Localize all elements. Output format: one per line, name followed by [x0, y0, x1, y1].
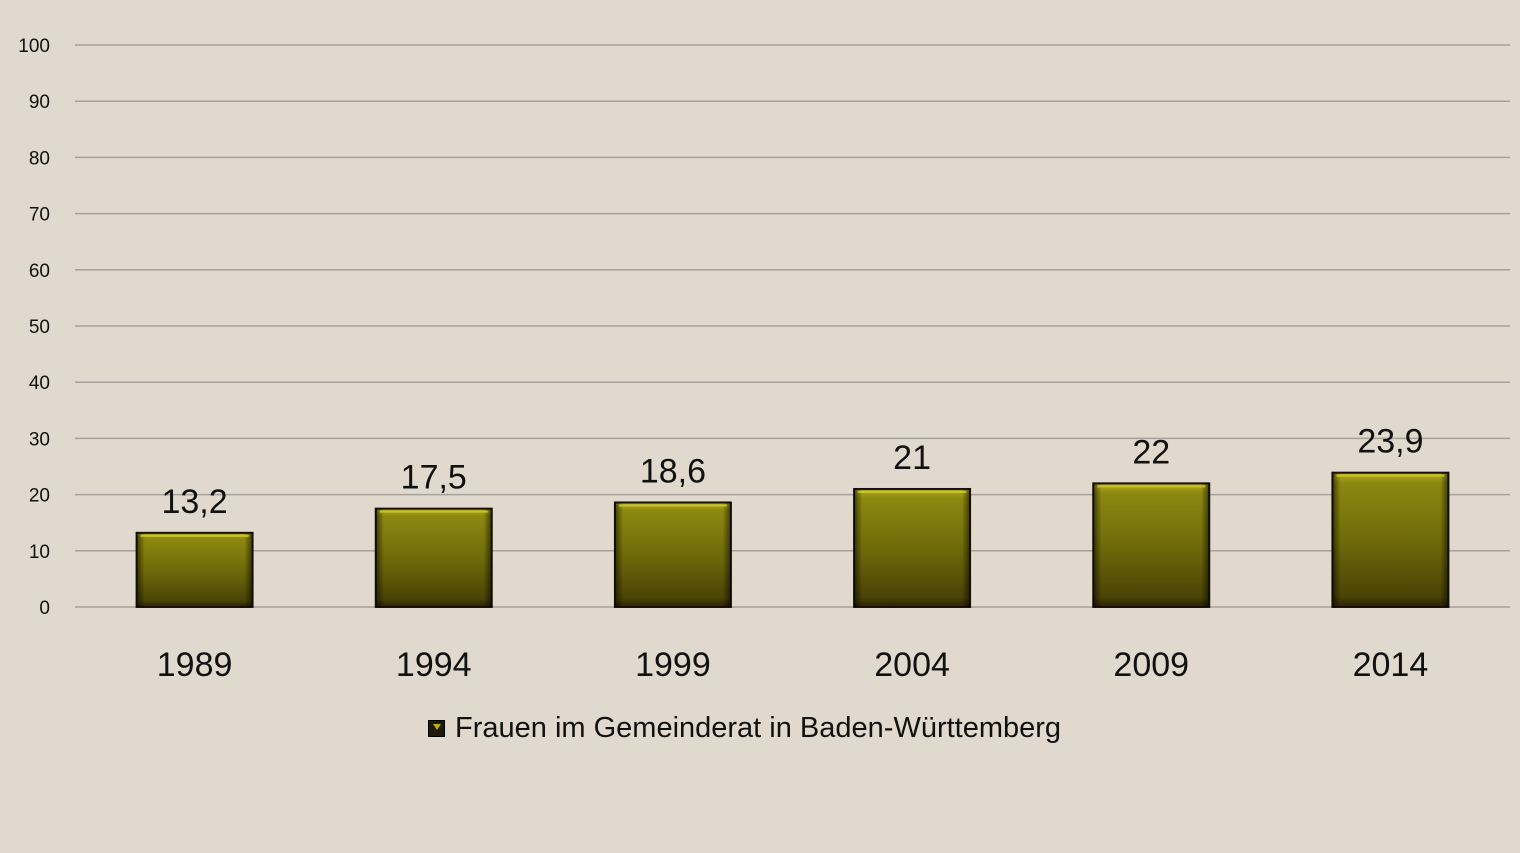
- data-label: 17,5: [401, 459, 467, 497]
- bar-bevel: [614, 502, 731, 607]
- bar: [135, 531, 254, 608]
- y-tick-label: 60: [29, 261, 50, 282]
- bar-bevel: [854, 488, 971, 607]
- x-axis-ticks: 1989 1994 1999 2004 2009 2014: [157, 646, 1428, 684]
- y-tick-label: 90: [29, 92, 50, 113]
- data-labels: 13,2 17,5 18,6 21 22 23,9: [161, 423, 1423, 521]
- data-label: 22: [1132, 433, 1170, 471]
- x-tick-label: 1999: [635, 646, 711, 684]
- y-tick-label: 20: [29, 486, 50, 507]
- bars: [135, 471, 1450, 609]
- legend-swatch: [428, 719, 445, 737]
- y-tick-label: 40: [29, 373, 50, 394]
- y-tick-label: 80: [29, 148, 50, 169]
- data-label: 13,2: [161, 483, 227, 521]
- bar: [1092, 482, 1211, 608]
- bar-bevel: [375, 508, 492, 607]
- y-tick-label: 70: [29, 205, 50, 226]
- legend-label: Frauen im Gemeinderat in Baden-Württembe…: [455, 711, 1062, 744]
- bar-bevel: [1332, 472, 1449, 607]
- y-tick-label: 10: [29, 542, 50, 563]
- gridlines: [75, 44, 1510, 608]
- bar: [1331, 471, 1450, 608]
- x-tick-label: 2009: [1113, 646, 1189, 684]
- x-tick-label: 2004: [874, 646, 950, 684]
- y-tick-label: 50: [29, 317, 50, 338]
- y-tick-label: 100: [18, 36, 50, 57]
- x-tick-label: 1989: [157, 646, 233, 684]
- data-label: 21: [893, 439, 931, 477]
- x-tick-label: 1994: [396, 646, 472, 684]
- y-tick-label: 30: [29, 429, 50, 450]
- y-tick-label: 0: [39, 598, 50, 619]
- y-axis-ticks: 0 10 20 30 40 50 60 70 80 90 100: [18, 36, 50, 619]
- bar: [853, 487, 972, 609]
- bar: [374, 507, 493, 608]
- data-label: 23,9: [1357, 423, 1423, 461]
- x-tick-label: 2014: [1353, 646, 1429, 684]
- bar: [613, 501, 732, 608]
- data-label: 18,6: [640, 452, 706, 490]
- bar-bevel: [1093, 483, 1210, 607]
- bar-bevel: [136, 532, 253, 607]
- legend: Frauen im Gemeinderat in Baden-Württembe…: [428, 708, 1061, 748]
